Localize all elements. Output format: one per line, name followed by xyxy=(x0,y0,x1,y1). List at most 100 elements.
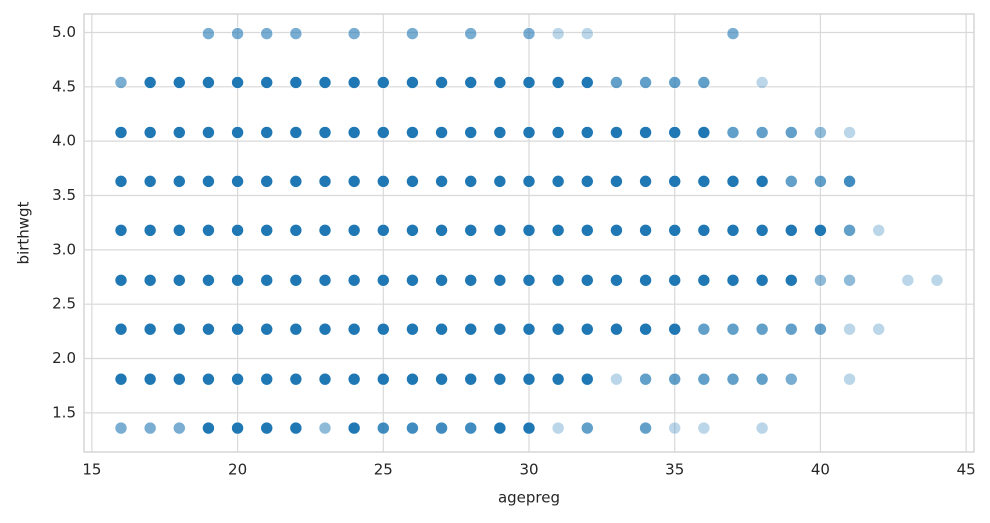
point xyxy=(435,76,448,89)
point xyxy=(376,223,390,237)
point xyxy=(551,273,565,287)
point xyxy=(668,223,682,237)
point xyxy=(843,273,856,287)
point xyxy=(231,273,244,287)
point xyxy=(406,421,419,435)
point xyxy=(347,126,361,139)
point xyxy=(522,27,536,40)
point xyxy=(143,175,157,188)
point xyxy=(668,322,682,336)
point xyxy=(697,126,711,139)
point xyxy=(580,76,594,89)
point xyxy=(318,175,332,188)
point xyxy=(172,372,186,386)
point xyxy=(376,372,390,386)
point xyxy=(114,76,128,89)
point xyxy=(755,223,769,237)
point xyxy=(755,273,769,287)
point xyxy=(522,76,536,89)
point xyxy=(551,421,565,435)
point xyxy=(697,421,711,435)
point xyxy=(464,27,478,40)
point xyxy=(610,223,623,237)
point xyxy=(406,372,419,386)
point xyxy=(610,175,623,188)
point xyxy=(784,273,798,287)
point xyxy=(493,223,507,237)
y-axis-label: birthwgt xyxy=(15,201,33,264)
point xyxy=(580,421,594,435)
point xyxy=(376,76,390,89)
point xyxy=(639,372,652,386)
point xyxy=(114,421,128,435)
point xyxy=(784,322,798,336)
point xyxy=(668,421,682,435)
point xyxy=(784,126,798,139)
point xyxy=(580,223,594,237)
point xyxy=(347,322,361,336)
y-tick-label: 2.5 xyxy=(52,295,76,313)
point xyxy=(406,223,419,237)
point xyxy=(231,372,244,386)
point xyxy=(406,76,419,89)
point xyxy=(260,175,274,188)
point xyxy=(580,322,594,336)
x-axis-label: agepreg xyxy=(498,489,560,507)
point xyxy=(114,126,128,139)
point xyxy=(435,175,448,188)
point xyxy=(376,126,390,139)
point xyxy=(376,421,390,435)
point xyxy=(697,223,711,237)
point xyxy=(814,322,827,336)
x-tick-label: 35 xyxy=(665,461,684,479)
point xyxy=(406,27,419,40)
point xyxy=(551,223,565,237)
point xyxy=(872,322,886,336)
point xyxy=(231,126,244,139)
point xyxy=(406,126,419,139)
point xyxy=(639,421,652,435)
point xyxy=(289,322,303,336)
point xyxy=(522,223,536,237)
point xyxy=(172,223,186,237)
point xyxy=(639,76,652,89)
point xyxy=(289,223,303,237)
point xyxy=(143,126,157,139)
point xyxy=(697,273,711,287)
point xyxy=(260,223,274,237)
point xyxy=(260,27,274,40)
point xyxy=(318,273,332,287)
point xyxy=(435,421,448,435)
point xyxy=(464,223,478,237)
point xyxy=(697,322,711,336)
y-tick-label: 3.5 xyxy=(52,186,76,204)
point xyxy=(551,126,565,139)
point xyxy=(289,273,303,287)
x-tick-label: 15 xyxy=(82,461,101,479)
point xyxy=(668,372,682,386)
point xyxy=(522,126,536,139)
point xyxy=(697,76,711,89)
point xyxy=(289,421,303,435)
point xyxy=(551,27,565,40)
point xyxy=(435,126,448,139)
point xyxy=(464,322,478,336)
point xyxy=(202,372,215,386)
point xyxy=(318,223,332,237)
point xyxy=(172,322,186,336)
point xyxy=(289,76,303,89)
point xyxy=(143,421,157,435)
point xyxy=(580,126,594,139)
point xyxy=(814,175,827,188)
point xyxy=(231,223,244,237)
point xyxy=(202,223,215,237)
point xyxy=(464,273,478,287)
point xyxy=(202,76,215,89)
point xyxy=(726,372,740,386)
point xyxy=(376,273,390,287)
point xyxy=(376,322,390,336)
x-tick-label: 30 xyxy=(519,461,538,479)
point xyxy=(493,273,507,287)
point xyxy=(464,126,478,139)
point xyxy=(435,372,448,386)
